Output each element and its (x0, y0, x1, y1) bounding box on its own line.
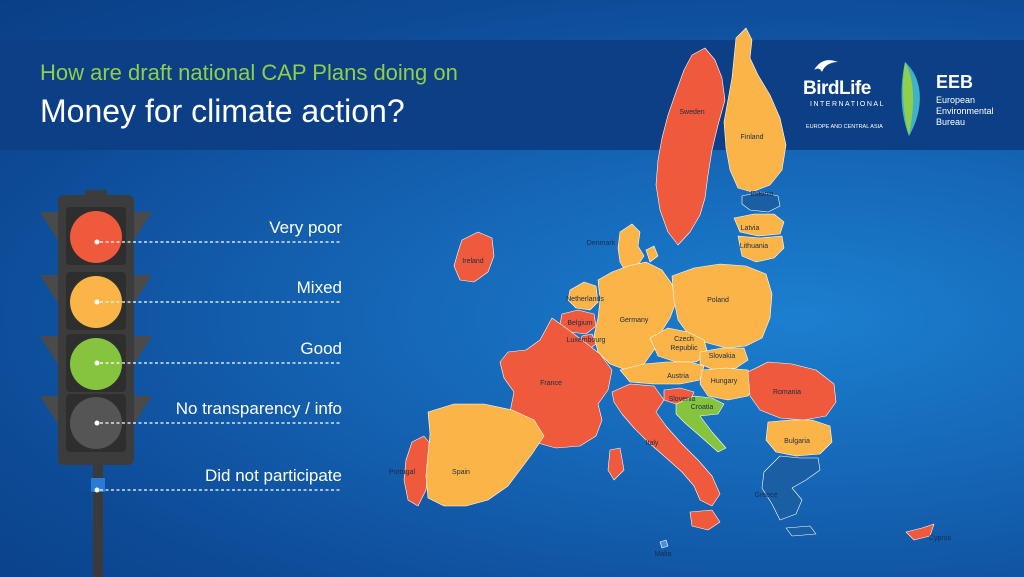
country-label-portugal: Portugal (389, 469, 416, 476)
birdlife-sub: INTERNATIONAL (810, 101, 885, 108)
country-label-denmark: Denmark (587, 240, 616, 247)
country-label-czech-republic: Czech (674, 336, 694, 343)
country-labels: Sweden Finland Estonia Latvia Lithuania Denma… (389, 109, 952, 558)
country-estonia (741, 191, 781, 213)
country-bulgaria (765, 419, 833, 457)
country-cyprus (905, 523, 935, 541)
country-denmark (617, 223, 659, 273)
legend-dot-no-transparency-info (94, 420, 100, 426)
leaf-icon (901, 62, 920, 136)
country-malta (659, 539, 669, 549)
legend-label-very-poor: Very poor (269, 218, 342, 237)
country-label-malta: Malta (654, 551, 671, 558)
country-label-czech-republic: Republic (670, 345, 698, 352)
country-croatia (675, 395, 727, 453)
eeb-line2: Environmental (936, 106, 994, 116)
country-latvia (733, 213, 785, 237)
country-romania (747, 361, 837, 421)
country-label-latvia: Latvia (741, 225, 760, 232)
legend-dot-mixed (94, 299, 100, 305)
country-ireland (453, 231, 495, 283)
country-slovakia (699, 347, 749, 371)
country-label-bulgaria: Bulgaria (784, 438, 810, 445)
country-label-netherlands: Netherlands (566, 296, 604, 303)
legend-label-good: Good (300, 339, 342, 358)
country-greece (761, 455, 821, 537)
country-spain (425, 403, 545, 507)
country-label-slovenia: Slovenia (669, 396, 696, 403)
country-label-finland: Finland (741, 134, 764, 141)
bird-icon (814, 60, 838, 72)
country-label-sweden: Sweden (679, 109, 704, 116)
country-hungary (699, 367, 757, 401)
country-label-hungary: Hungary (711, 378, 738, 385)
title-banner (0, 40, 1024, 150)
country-netherlands (567, 281, 599, 311)
title-topic: Money for climate action? (40, 93, 405, 129)
legend-leaders (94, 239, 342, 493)
country-lithuania (737, 235, 785, 263)
country-label-greece: Greece (755, 492, 778, 499)
country-label-romania: Romania (773, 389, 801, 396)
legend-label-did-not-participate: Did not participate (204, 466, 342, 485)
country-label-poland: Poland (707, 297, 729, 304)
legend-dot-good (94, 360, 100, 366)
country-label-italy: Italy (646, 440, 659, 447)
country-label-germany: Germany (620, 317, 649, 324)
country-italy (607, 383, 721, 531)
eeb-name: EEB (936, 72, 974, 92)
title-question: How are draft national CAP Plans doing o… (40, 60, 458, 85)
country-label-slovakia: Slovakia (709, 353, 736, 360)
country-label-france: France (540, 380, 562, 387)
country-label-estonia: Estonia (750, 191, 773, 198)
country-label-cyprus: Cyprus (929, 535, 952, 542)
eu-map (403, 27, 935, 549)
country-label-austria: Austria (667, 373, 689, 380)
eeb-line3: Bureau (936, 117, 966, 127)
legend-label-no-transparency-info: No transparency / info (175, 399, 342, 418)
country-portugal (403, 435, 433, 507)
country-label-croatia: Croatia (691, 404, 714, 411)
eeb-line1: European (936, 95, 976, 105)
country-label-luxembourg: Luxembourg (567, 337, 606, 344)
country-finland (723, 27, 787, 193)
country-sweden (655, 47, 726, 246)
country-label-belgium: Belgium (567, 320, 592, 327)
legend-label-mixed: Mixed (296, 278, 342, 297)
country-label-spain: Spain (452, 469, 470, 476)
country-poland (671, 263, 773, 349)
birdlife-name: BirdLife (803, 78, 871, 99)
country-label-ireland: Ireland (462, 258, 484, 265)
lamp-very-poor (70, 211, 122, 263)
birdlife-region: EUROPE AND CENTRAL ASIA (806, 124, 883, 130)
legend-dot-very-poor (94, 239, 100, 245)
country-france (499, 317, 613, 449)
country-label-lithuania: Lithuania (740, 243, 769, 250)
legend-dot-did-not-participate (94, 487, 100, 493)
